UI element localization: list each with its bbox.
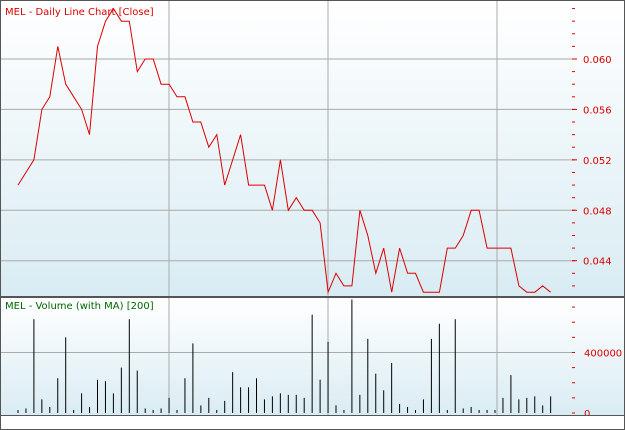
- volume-tick-label: 400000: [584, 348, 622, 359]
- price-tick-label: 0.048: [583, 206, 612, 217]
- price-tick-label: 0.056: [583, 105, 612, 116]
- price-tick-label: 0.060: [583, 55, 612, 66]
- volume-tick-label: 0: [584, 409, 590, 420]
- price-chart-title: MEL - Daily Line Chart [Close]: [5, 7, 154, 18]
- volume-chart-title: MEL - Volume (with MA) [200]: [5, 301, 154, 312]
- price-tick-label: 0.052: [583, 156, 612, 167]
- date-axis-strip: [0, 415, 625, 430]
- price-line: [17, 7, 551, 295]
- price-panel-background: [1, 1, 624, 296]
- volume-bars: [17, 299, 552, 413]
- price-series: [17, 7, 551, 295]
- price-tick-label: 0.044: [583, 257, 612, 268]
